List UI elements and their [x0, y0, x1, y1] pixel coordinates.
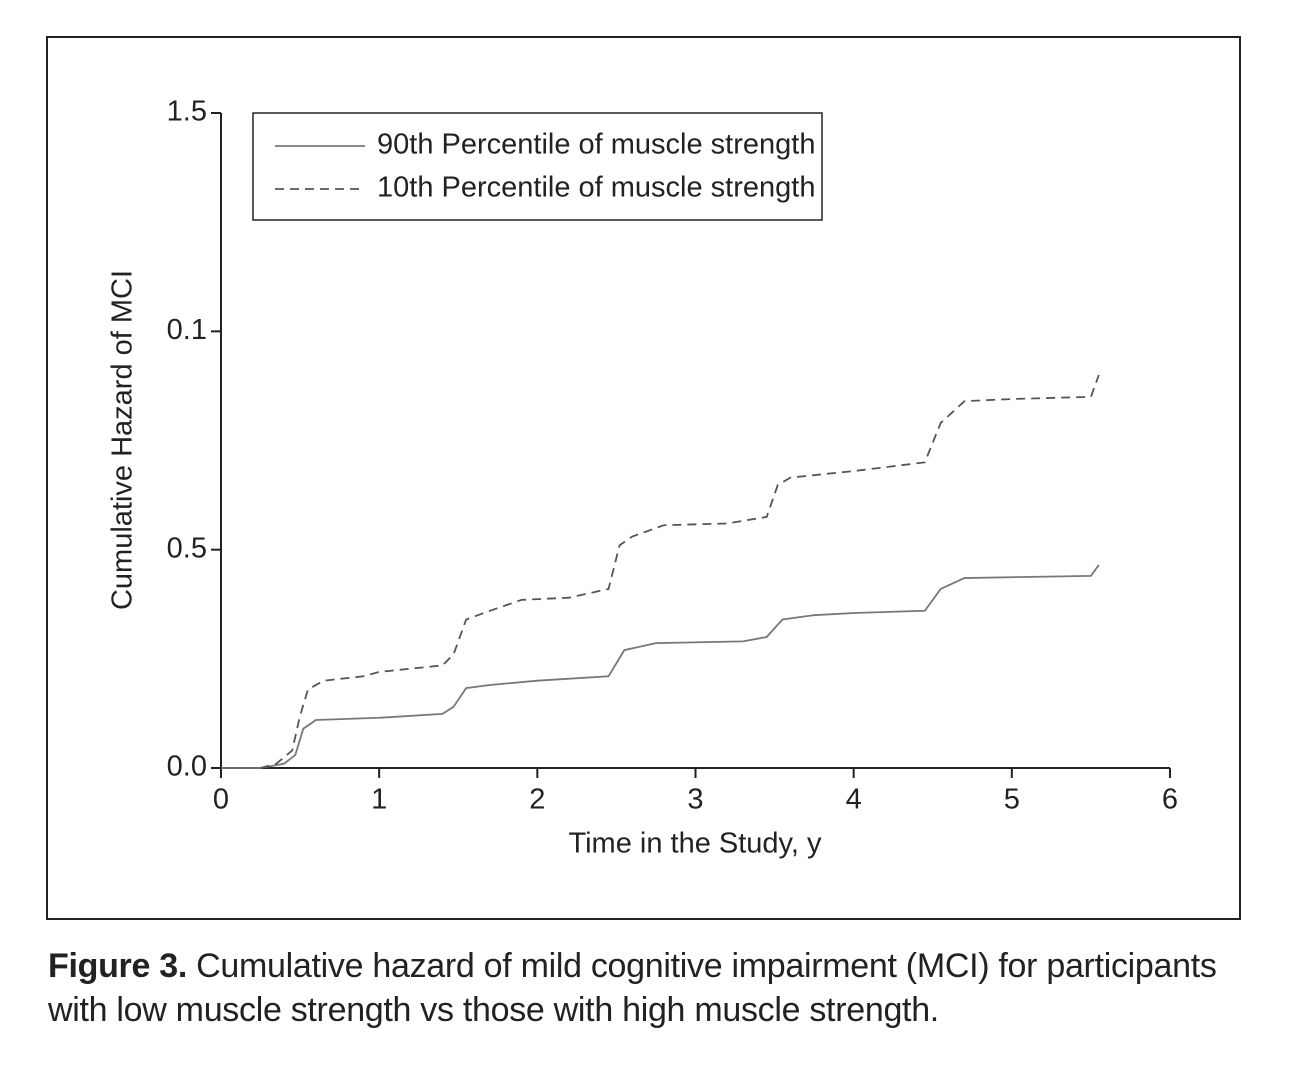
y-tick-label: 0.1	[167, 314, 207, 346]
chart: Time in the Study, y Cumulative Hazard o…	[46, 36, 1241, 920]
series-line	[221, 564, 1100, 769]
y-tick-label: 1.5	[167, 96, 207, 128]
x-tick-label: 4	[846, 784, 862, 816]
x-tick-label: 0	[213, 784, 229, 816]
y-tick-label: 0.0	[167, 751, 207, 783]
series-line	[260, 374, 1100, 769]
caption: Figure 3. Cumulative hazard of mild cogn…	[48, 944, 1248, 1032]
x-axis-label: Time in the Study, y	[568, 828, 822, 860]
x-tick-label: 5	[1004, 784, 1020, 816]
x-tick-label: 3	[687, 784, 703, 816]
legend-label: 10th Percentile of muscle strength	[377, 172, 815, 204]
caption-text: Cumulative hazard of mild cognitive impa…	[48, 947, 1217, 1029]
legend-box	[252, 112, 823, 221]
y-axis-label: Cumulative Hazard of MCI	[107, 270, 139, 610]
legend-label: 90th Percentile of muscle strength	[377, 129, 815, 161]
x-tick-label: 2	[529, 784, 545, 816]
caption-label: Figure 3.	[48, 947, 187, 985]
y-tick-label: 0.5	[167, 532, 207, 564]
x-tick-label: 1	[371, 784, 387, 816]
x-tick-label: 6	[1162, 784, 1178, 816]
frame	[46, 36, 1241, 920]
